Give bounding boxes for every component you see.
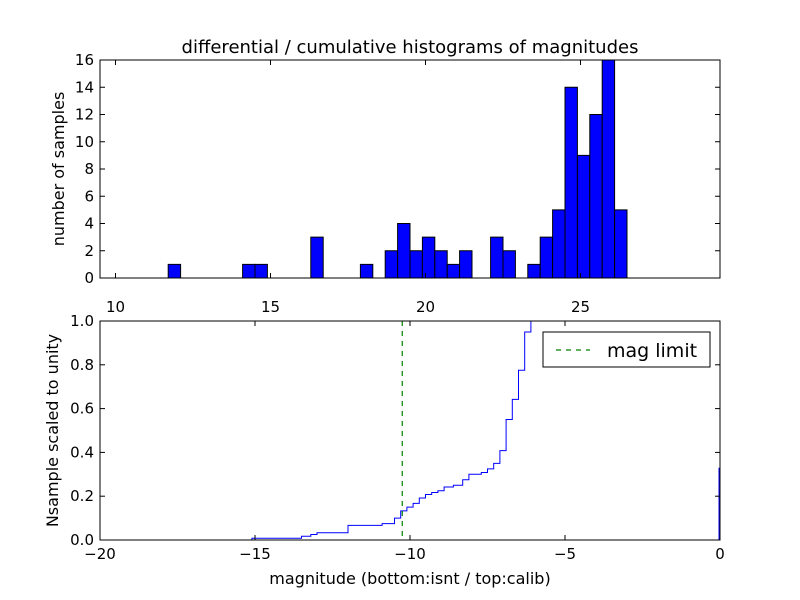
histogram-bars	[167, 59, 628, 279]
histogram-bar	[564, 86, 578, 279]
histogram-bar	[242, 263, 256, 279]
cumulative-x-tick-label: −5	[554, 545, 576, 563]
legend-label-mag-limit: mag limit	[607, 340, 697, 362]
histogram-y-tick-label: 10	[75, 133, 94, 151]
histogram-bar	[434, 250, 448, 279]
histogram-y-tick-label: 8	[84, 160, 94, 178]
legend: mag limit	[542, 331, 711, 368]
histogram-plot: differential / cumulative histograms of …	[49, 37, 721, 316]
histogram-bar	[490, 236, 504, 279]
histogram-y-tick-label: 14	[75, 78, 94, 96]
histogram-frame	[99, 59, 721, 279]
histogram-bar	[614, 209, 628, 279]
histogram-ticks: 0 2 4 6 8 10 12 14 16 10 15 20 25	[75, 51, 720, 316]
histogram-y-tick-label: 4	[84, 215, 94, 233]
cumulative-y-tick-label: 0.6	[70, 400, 94, 418]
cumulative-x-tick-label: −15	[239, 545, 271, 563]
cumulative-x-axis-label: magnitude (bottom:isnt / top:calib)	[269, 569, 550, 588]
histogram-bar	[446, 263, 461, 279]
histogram-bar	[502, 250, 516, 279]
histogram-bar	[527, 263, 541, 279]
cumulative-y-tick-label: 0.4	[70, 443, 94, 461]
cumulative-y-tick-label: 1.0	[70, 312, 94, 330]
histogram-bar	[254, 263, 268, 279]
histogram-y-tick-label: 6	[84, 187, 94, 205]
histogram-y-tick-label: 2	[84, 242, 94, 260]
cumulative-y-tick-label: 0.0	[70, 531, 94, 549]
histogram-bar	[167, 263, 182, 279]
cumulative-x-tick-label: −20	[84, 545, 116, 563]
histogram-bar	[576, 154, 591, 279]
cumulative-ticks: 0.0 0.2 0.4 0.6 0.8 1.0 −20 −15 −10 −5 0	[70, 312, 725, 563]
histogram-bar	[552, 209, 566, 279]
cumulative-x-tick-label: 0	[715, 545, 725, 563]
histogram-y-axis-label: number of samples	[49, 92, 68, 247]
histogram-bar	[384, 250, 399, 279]
histogram-bar	[589, 114, 603, 279]
histogram-x-tick-label: 15	[261, 298, 280, 316]
histogram-y-tick-label: 12	[75, 106, 94, 124]
histogram-y-tick-label: 16	[75, 51, 94, 69]
histogram-bar	[421, 236, 436, 279]
histogram-bar	[397, 223, 411, 279]
chart-title: differential / cumulative histograms of …	[182, 37, 639, 58]
cumulative-frame	[99, 320, 721, 541]
histogram-bar	[359, 263, 374, 279]
cumulative-plot: 0.0 0.2 0.4 0.6 0.8 1.0 −20 −15 −10 −5 0 magnitude…	[43, 312, 725, 588]
cumulative-step-line	[100, 321, 535, 540]
cumulative-y-tick-label: 0.8	[70, 356, 94, 374]
histogram-x-tick-label: 25	[571, 298, 590, 316]
cumulative-x-tick-label: −10	[394, 545, 426, 563]
histogram-bar	[310, 236, 324, 279]
histogram-bar	[601, 59, 616, 279]
histogram-x-tick-label: 10	[106, 298, 125, 316]
histogram-bar	[409, 250, 423, 279]
histogram-y-tick-label: 0	[84, 269, 94, 287]
cumulative-lines	[100, 321, 720, 540]
histogram-bar	[459, 250, 473, 279]
histogram-x-tick-label: 20	[416, 298, 435, 316]
cumulative-y-axis-label: Nsample scaled to unity	[43, 334, 62, 527]
histogram-bar	[539, 236, 554, 279]
cumulative-y-tick-label: 0.2	[70, 487, 94, 505]
